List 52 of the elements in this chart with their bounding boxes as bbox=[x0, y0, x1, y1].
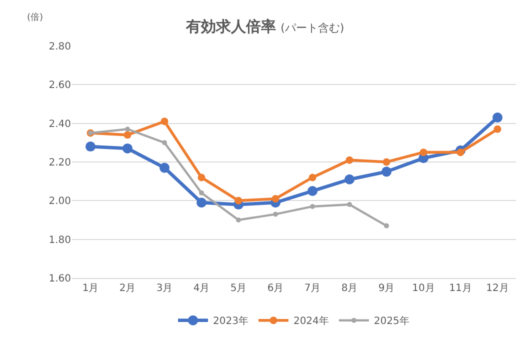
x-tick-label: 8月 bbox=[341, 283, 358, 294]
x-tick-label: 5月 bbox=[230, 283, 247, 294]
y-tick-label: 2.00 bbox=[48, 196, 71, 208]
x-tick-label: 6月 bbox=[267, 283, 284, 294]
x-tick-label: 11月 bbox=[449, 283, 472, 294]
point bbox=[308, 186, 318, 196]
x-tick-label: 2月 bbox=[119, 283, 136, 294]
y-tick-label: 2.80 bbox=[48, 42, 71, 52]
point bbox=[234, 196, 242, 204]
point bbox=[236, 218, 241, 222]
x-tick-label: 1月 bbox=[82, 283, 99, 294]
legend-label: 2023年 bbox=[213, 315, 248, 328]
x-tick-label: 3月 bbox=[156, 283, 173, 294]
point bbox=[456, 148, 464, 156]
point bbox=[494, 125, 502, 133]
point bbox=[347, 202, 352, 208]
point bbox=[198, 174, 206, 182]
point bbox=[122, 143, 132, 154]
y-tick-label: 1.80 bbox=[48, 234, 71, 246]
chart-title: 有効求人倍率 bbox=[184, 17, 276, 36]
point bbox=[382, 158, 390, 166]
y-tick-label: 2.60 bbox=[48, 80, 71, 92]
point bbox=[420, 148, 428, 156]
y-axis-title: (倍) bbox=[27, 12, 44, 23]
point bbox=[160, 162, 170, 173]
point bbox=[382, 166, 392, 177]
chart-subtitle: (パート含む) bbox=[280, 21, 344, 34]
x-tick-label: 9月 bbox=[378, 283, 395, 294]
point bbox=[160, 118, 168, 126]
x-tick-label: 4月 bbox=[193, 283, 210, 294]
point bbox=[162, 140, 167, 146]
point bbox=[273, 212, 278, 217]
point bbox=[346, 156, 354, 164]
legend-label: 2024年 bbox=[293, 315, 329, 328]
point bbox=[344, 174, 354, 184]
point bbox=[86, 142, 96, 152]
point bbox=[308, 174, 316, 182]
point bbox=[125, 126, 130, 132]
point bbox=[310, 204, 315, 209]
x-tick-label: 7月 bbox=[304, 283, 321, 294]
point bbox=[272, 194, 280, 202]
x-tick-label: 10月 bbox=[412, 283, 435, 294]
point bbox=[199, 190, 204, 196]
y-tick-label: 2.20 bbox=[48, 158, 71, 168]
point bbox=[196, 198, 206, 208]
y-tick-label: 1.60 bbox=[48, 274, 71, 284]
legend-label: 2025年 bbox=[374, 315, 410, 328]
x-tick-label: 12月 bbox=[486, 283, 509, 294]
point bbox=[492, 112, 502, 123]
point bbox=[124, 131, 132, 139]
point bbox=[384, 223, 389, 228]
y-tick-label: 2.40 bbox=[48, 118, 71, 130]
